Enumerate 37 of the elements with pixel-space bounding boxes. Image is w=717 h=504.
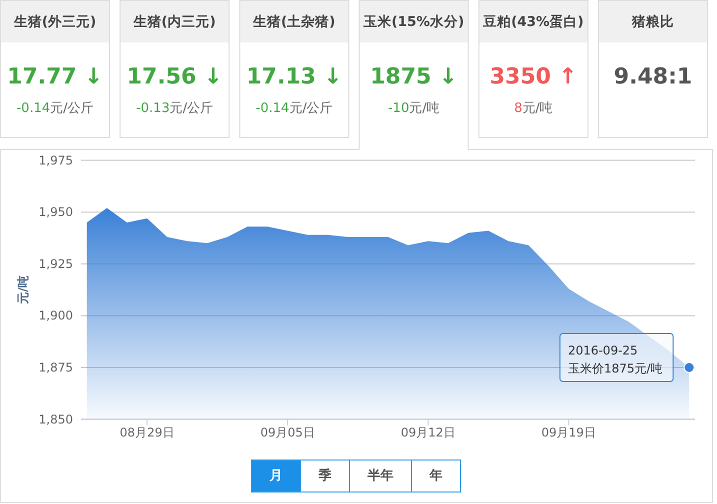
y-tick-label: 1,975 bbox=[38, 153, 73, 168]
range-button[interactable] bbox=[251, 460, 301, 492]
text: -0.13元/公斤 bbox=[136, 100, 214, 116]
range-button[interactable] bbox=[411, 460, 461, 492]
x-tick-label: 09月05日 bbox=[260, 425, 315, 440]
text: -10元/吨 bbox=[388, 100, 440, 116]
text: 玉米(15%水分) bbox=[362, 14, 464, 30]
y-tick-label: 1,925 bbox=[38, 256, 73, 271]
text: 年 bbox=[428, 468, 442, 484]
text: 月 bbox=[268, 468, 282, 484]
range-button[interactable] bbox=[349, 460, 412, 492]
text: 豆粕(43%蛋白) bbox=[482, 14, 584, 30]
text: -0.14元/公斤 bbox=[256, 100, 333, 116]
text: 生猪(土杂猪) bbox=[252, 14, 336, 30]
text: 3350 ↑ bbox=[490, 64, 578, 90]
text: 半年 bbox=[366, 468, 394, 484]
y-tick-label: 1,950 bbox=[38, 205, 73, 220]
text: 猪粮比 bbox=[631, 14, 674, 30]
annotation: 2016-09-25 玉米价1875元/吨 bbox=[568, 344, 663, 376]
text: 9.48:1 bbox=[614, 64, 692, 90]
text: 1875 ↓ bbox=[370, 64, 458, 90]
text: 17.77 ↓ bbox=[7, 64, 103, 90]
x-tick-label: 08月29日 bbox=[120, 425, 174, 440]
x-tick-label: 09月12日 bbox=[400, 425, 456, 440]
y-axis-title: 元/吨 bbox=[16, 276, 30, 305]
text: 17.56 ↓ bbox=[126, 64, 222, 90]
range-button[interactable] bbox=[300, 460, 350, 492]
text: 生猪(外三元) bbox=[12, 14, 96, 30]
text: 8元/吨 bbox=[514, 100, 553, 116]
text: 17.13 ↓ bbox=[246, 64, 342, 90]
text: 季 bbox=[318, 468, 332, 484]
y-tick-label: 1,875 bbox=[38, 360, 73, 374]
y-tick-label: 1,900 bbox=[38, 308, 73, 323]
y-tick-label: 1,850 bbox=[38, 412, 73, 426]
text: 生猪(内三元) bbox=[132, 14, 216, 30]
x-tick-label: 09月19日 bbox=[541, 425, 596, 440]
text: -0.14元/公斤 bbox=[16, 100, 94, 116]
